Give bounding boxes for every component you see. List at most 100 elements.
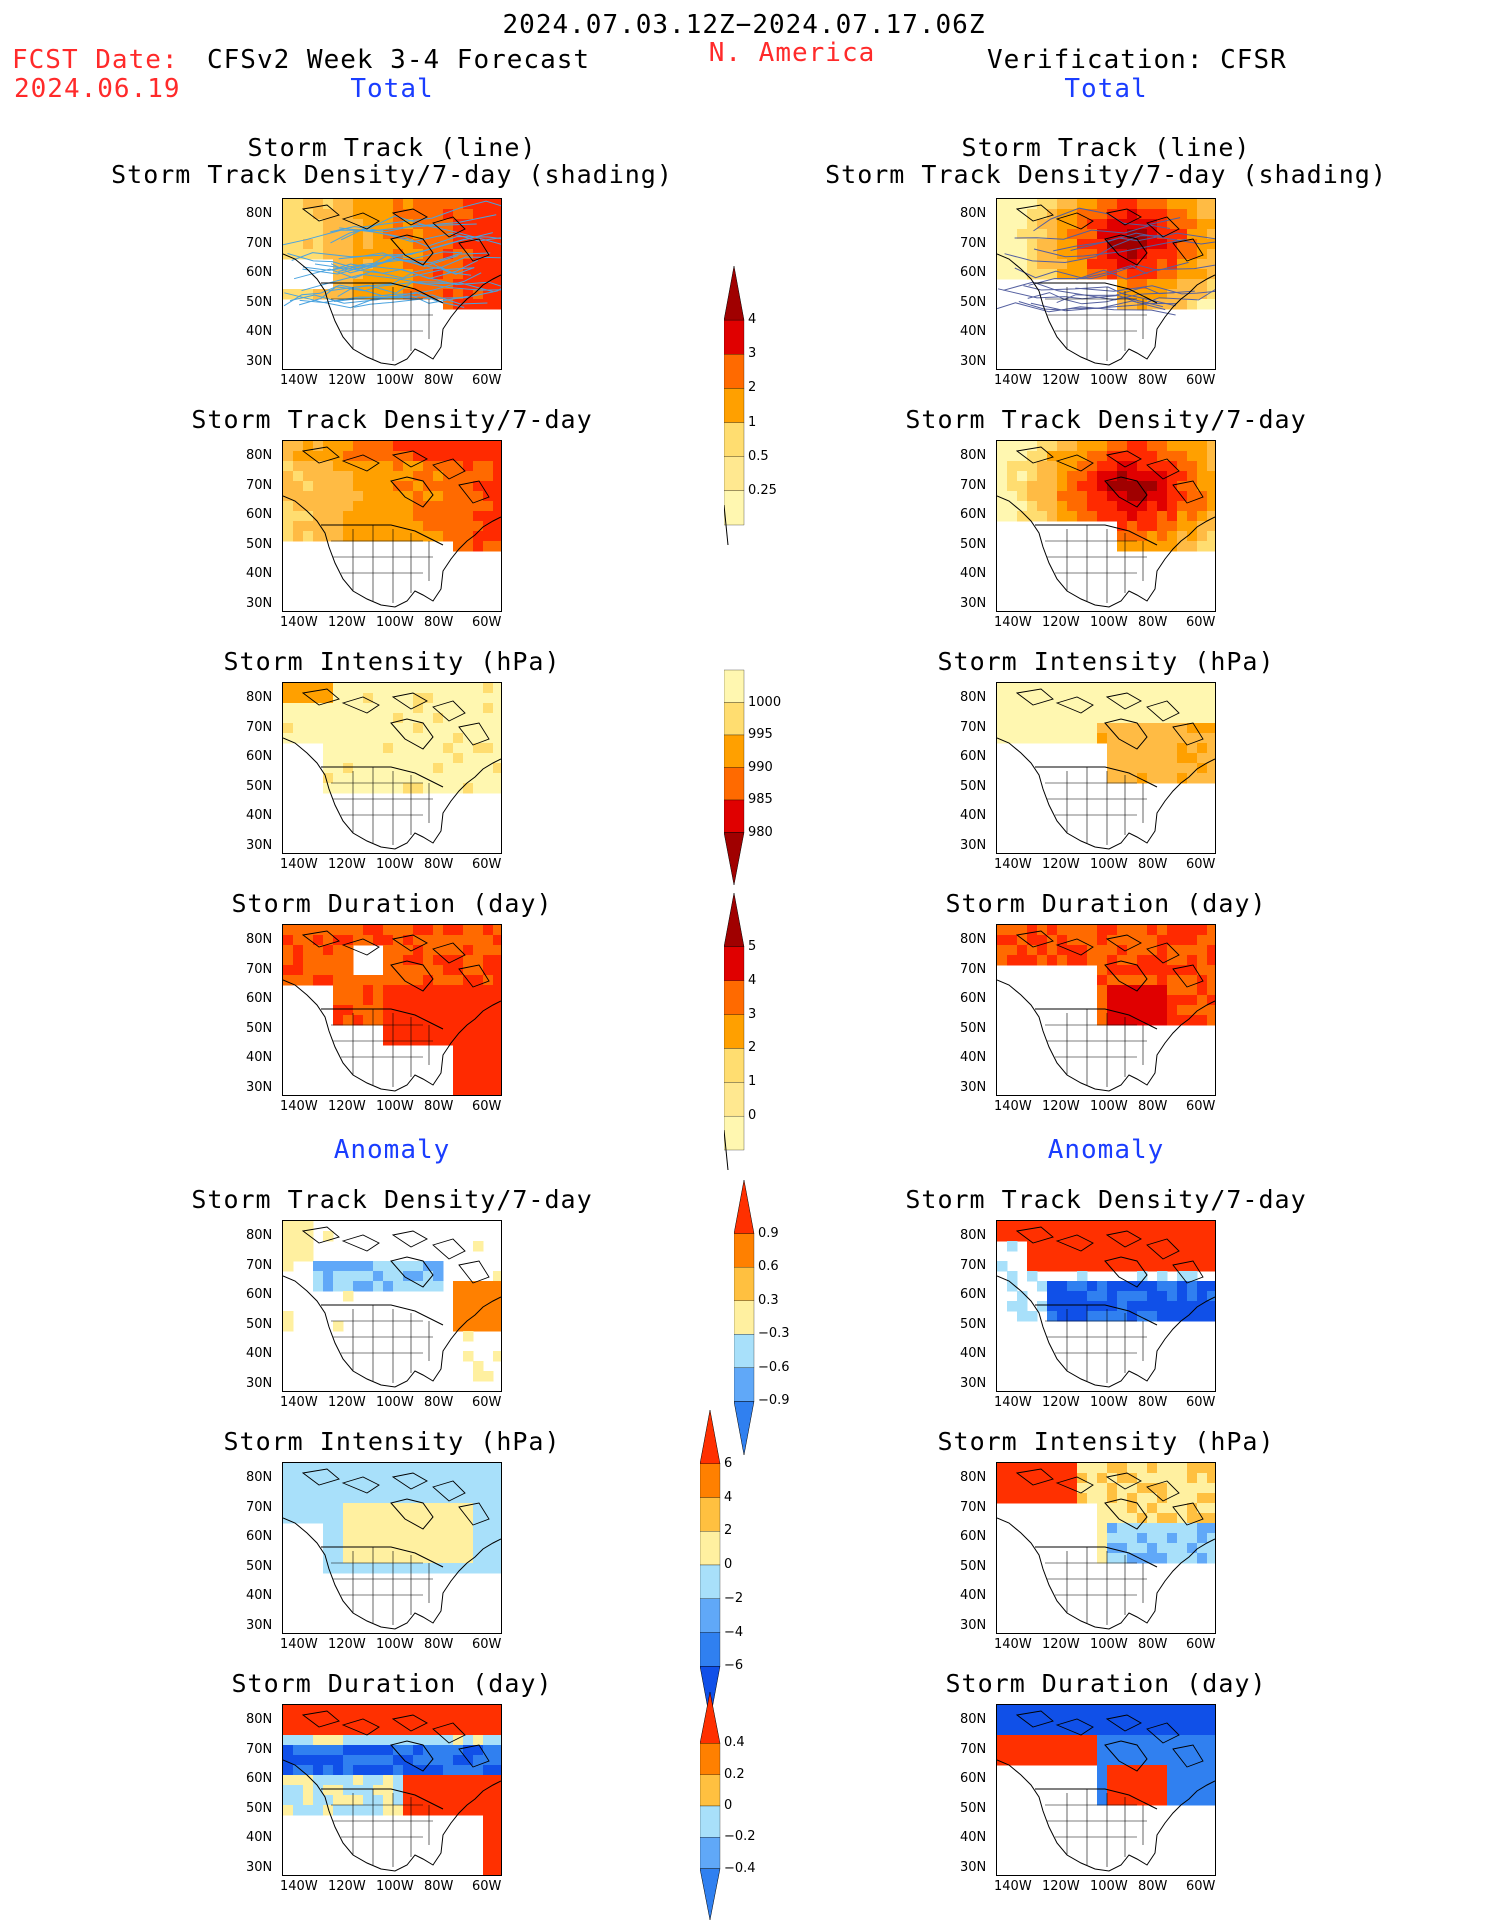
lat-tick-label: 60N [960,1287,987,1302]
lat-tick-label: 30N [960,1375,987,1391]
lon-tick-label: 80W [424,373,454,388]
lon-tick-label: 100W [1090,857,1128,872]
colorbar: 1000 995 990 985 980 [723,650,781,889]
lon-tick-label: 140W [280,857,318,872]
lon-tick-label: 60W [472,1637,502,1652]
lon-tick-label: 100W [1090,1099,1128,1114]
map-svg [283,199,501,366]
lon-tick-label: 80W [424,857,454,872]
panel-title: Storm Duration (day) [231,1669,553,1698]
lon-tick-label: 60W [472,615,502,630]
map-panel [996,1220,1216,1392]
lon-tick-label: 100W [376,615,414,630]
lon-tick-label: 120W [1042,1395,1080,1410]
lon-tick-label: 100W [376,1637,414,1652]
map-panel [282,682,502,854]
colorbar-tick-label: 1 [748,414,757,430]
panel-title: Storm Track (line) [247,133,537,162]
map-svg [997,683,1215,850]
lon-tick-label: 120W [1042,857,1080,872]
lat-tick-label: 40N [960,1050,987,1065]
panel-title: Storm Track Density/7-day [905,1185,1307,1214]
colorbar-tick-label: −2 [724,1590,744,1606]
lon-tick-label: 100W [376,1099,414,1114]
lat-tick-label: 70N [246,961,273,977]
map-svg [283,1463,501,1630]
lat-tick-label: 60N [960,749,987,764]
lat-tick-label: 70N [960,477,987,493]
lat-tick-label: 40N [960,1346,987,1361]
lon-tick-label: 60W [472,1099,502,1114]
lon-tick-label: 140W [994,615,1032,630]
lon-tick-label: 100W [1090,373,1128,388]
lon-tick-label: 140W [280,615,318,630]
colorbar-tick-label: −4 [724,1624,744,1640]
lon-tick-label: 100W [1090,1879,1128,1894]
anomaly-label-right: Anomaly [1047,1135,1165,1165]
lon-tick-label: 60W [472,373,502,388]
lat-tick-label: 50N [960,294,987,310]
lon-tick-label: 60W [472,857,502,872]
lat-tick-label: 70N [960,719,987,735]
colorbar-tick-label: −0.2 [724,1829,756,1845]
colorbar-tick-label: 6 [724,1455,733,1471]
map-panel [282,440,502,612]
map-svg [997,1221,1215,1388]
colorbar-tick-label: 2 [724,1523,733,1539]
total-label-left: Total [350,74,434,104]
lon-tick-label: 60W [1186,1395,1216,1410]
lon-tick-label: 140W [994,1637,1032,1652]
colorbar-tick-label: 2 [748,380,757,396]
map-panel [996,440,1216,612]
lon-tick-label: 80W [424,1099,454,1114]
colorbar-tick-label: 1 [748,1074,757,1090]
panel-title: Storm Track Density/7-day (shading) [825,160,1387,189]
colorbar: 0.9 0.6 0.3 −0.3 −0.6 −0.9 [733,1179,790,1459]
lat-tick-label: 60N [246,991,273,1006]
panel-title: Storm Track (line) [961,133,1251,162]
map-svg [283,1221,501,1388]
lat-tick-label: 40N [246,324,273,339]
colorbar-tick-label: 4 [748,972,757,988]
colorbar-tick-label: −6 [724,1658,744,1674]
panel-title: Storm Duration (day) [231,889,553,918]
panel-title: Storm Duration (day) [945,889,1267,918]
lat-tick-label: 80N [960,690,987,705]
lat-tick-label: 40N [960,566,987,581]
colorbar-tick-label: 980 [748,824,773,840]
lon-tick-label: 100W [1090,1637,1128,1652]
lon-tick-label: 140W [994,857,1032,872]
colorbar-tick-label: 5 [748,938,757,954]
map-svg [997,925,1215,1092]
lon-tick-label: 120W [328,373,366,388]
lat-tick-label: 30N [246,595,273,611]
colorbar-tick-label: −0.6 [758,1359,790,1375]
lon-tick-label: 120W [328,1637,366,1652]
panel-title: Storm Intensity (hPa) [937,1427,1275,1456]
colorbar-tick-label: 4 [748,312,757,328]
panel-title: Storm Track Density/7-day (shading) [111,160,673,189]
map-svg [283,683,501,850]
lat-tick-label: 70N [246,235,273,251]
lat-tick-label: 60N [246,1771,273,1786]
lat-tick-label: 30N [246,1375,273,1391]
lat-tick-label: 60N [960,507,987,522]
lon-tick-label: 140W [280,1879,318,1894]
map-svg [283,925,501,1095]
map-svg [283,441,501,608]
colorbar-tick-label: 985 [748,792,773,807]
total-label-right: Total [1064,74,1148,104]
map-svg [997,199,1215,366]
lon-tick-label: 100W [376,1395,414,1410]
lat-tick-label: 80N [246,1712,273,1727]
lat-tick-label: 60N [246,507,273,522]
lon-tick-label: 100W [1090,1395,1128,1410]
colorbar-tick-label: −0.3 [758,1326,790,1342]
lon-tick-label: 140W [280,1099,318,1114]
lat-tick-label: 50N [960,778,987,794]
lat-tick-label: 50N [246,1558,273,1574]
panel-title: Storm Track Density/7-day [191,405,593,434]
lon-tick-label: 120W [1042,615,1080,630]
colorbar-tick-label: 3 [748,346,757,362]
lat-tick-label: 70N [246,1257,273,1273]
